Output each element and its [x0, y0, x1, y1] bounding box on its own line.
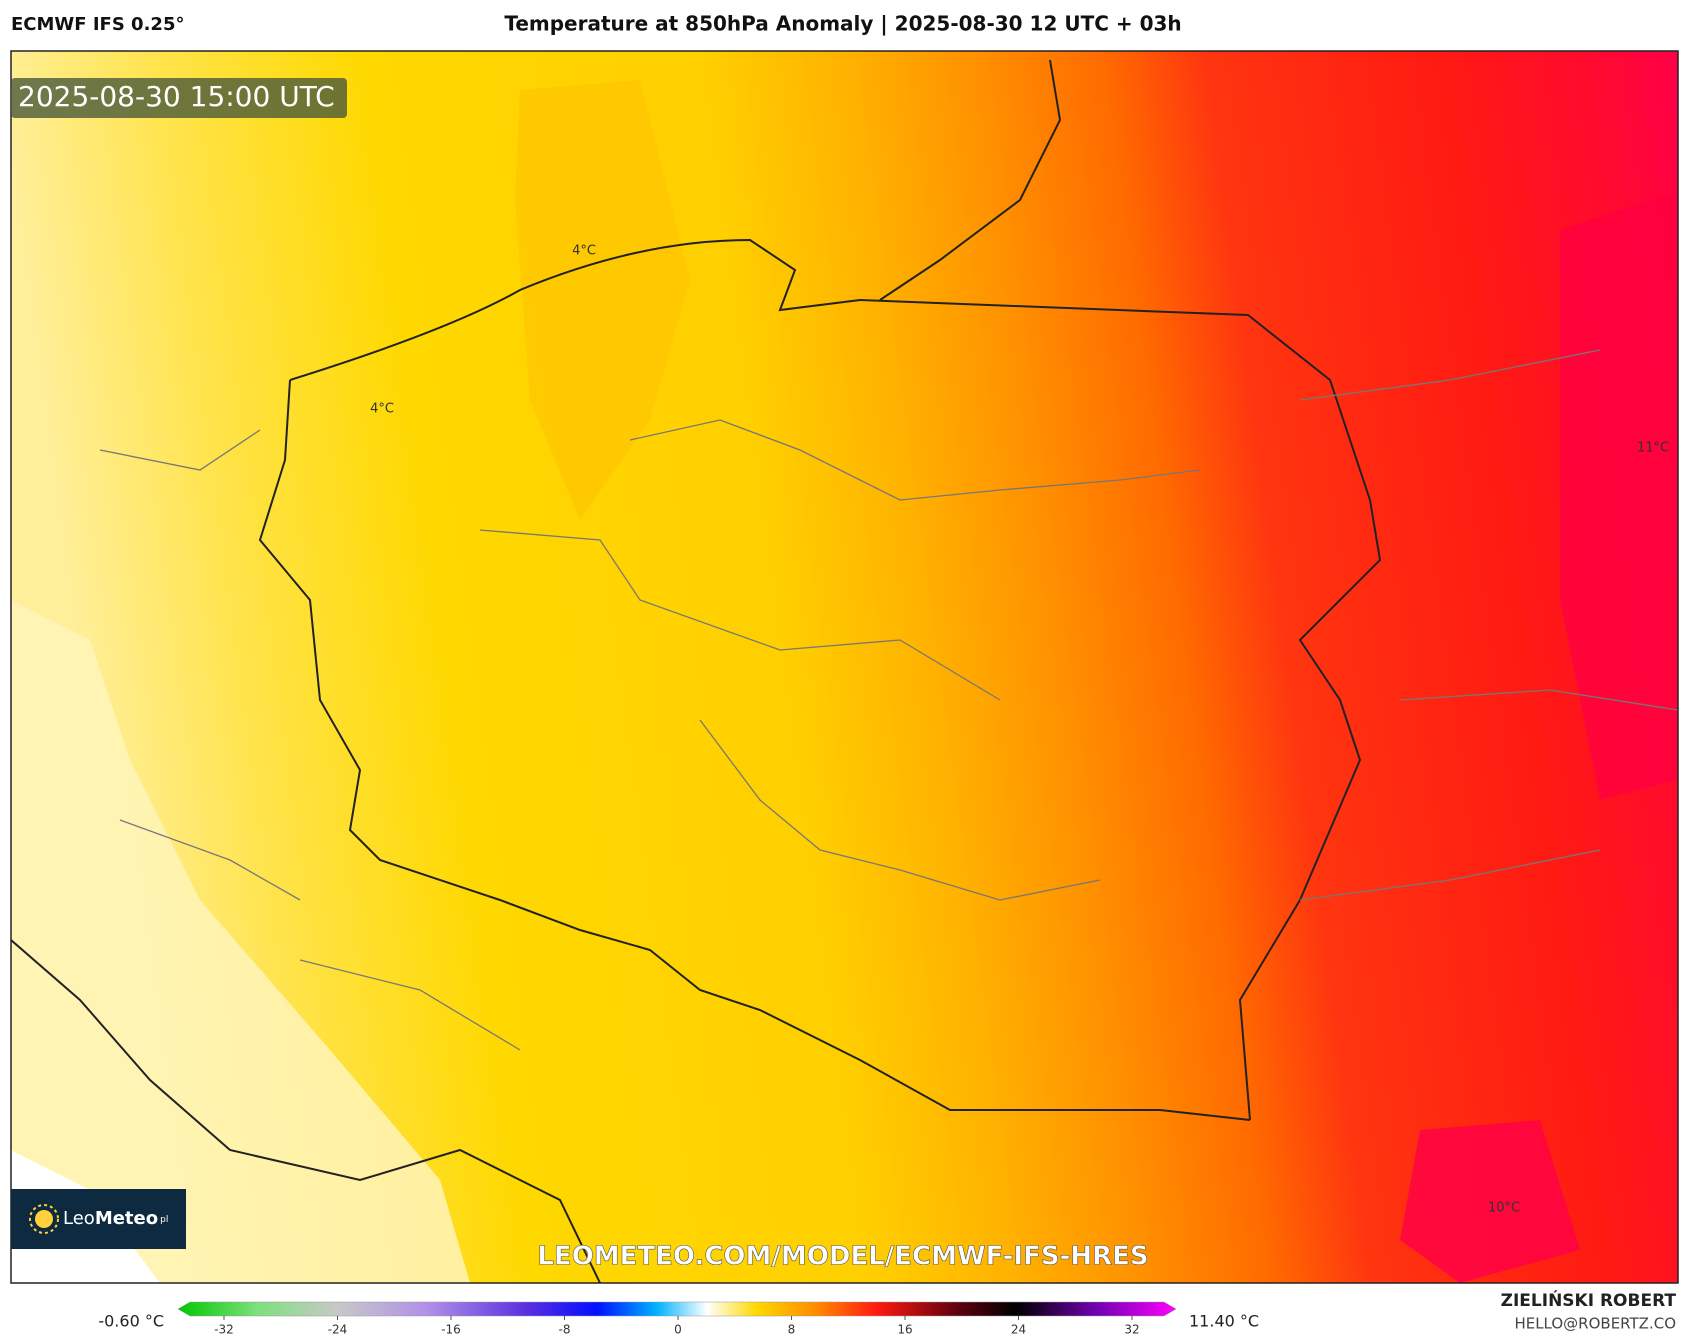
colorbar-min: -0.60 °C: [98, 1312, 164, 1331]
border: [879, 59, 1062, 301]
logo-light: Leo: [63, 1208, 95, 1229]
colorbar-tick-label: 24: [1011, 1323, 1026, 1337]
map-title: Temperature at 850hPa Anomaly | 2025-08-…: [504, 12, 1181, 36]
logo-bold: Meteo: [95, 1208, 158, 1229]
colorbar-tick-label: 8: [788, 1323, 796, 1337]
colorbar-tick-label: -24: [328, 1323, 348, 1337]
contour-area: [1560, 190, 1678, 800]
colorbar-tick-label: -8: [559, 1323, 571, 1337]
pale-area: [11, 600, 470, 1283]
border: [289, 238, 1382, 1121]
border: [258, 379, 1251, 1121]
colorbar-tick-label: -32: [214, 1323, 234, 1337]
timestamp-box: [11, 78, 347, 118]
watermark: LEOMETEO.COM/MODEL/ECMWF-IFS-HRES: [537, 1242, 1148, 1272]
colorbar-tick-label: 16: [897, 1323, 912, 1337]
colorbar-max: 11.40 °C: [1189, 1312, 1259, 1331]
colorbar-ticks: -32 -24 -16 -8 0 8 16 24 32: [214, 1316, 1140, 1337]
email: HELLO@ROBERTZ.CO: [1514, 1315, 1676, 1333]
colorbar-tick-label: 0: [674, 1323, 682, 1337]
contour-area: [515, 80, 690, 520]
region-border: [479, 349, 1678, 901]
map: [11, 51, 1678, 1283]
contour-label: 11°C: [1637, 441, 1669, 456]
timestamp: 2025-08-30 15:00 UTC: [18, 80, 335, 113]
colorbar: [177, 1301, 1177, 1317]
border: [11, 939, 601, 1283]
logo-suffix: pl: [160, 1215, 168, 1225]
logo-rays: [29, 1204, 59, 1234]
contour-label: 4°C: [572, 244, 596, 259]
contour-label: 4°C: [370, 402, 394, 417]
logo: LeoMeteo pl: [63, 1208, 168, 1229]
contour-area: [1400, 1120, 1580, 1283]
region-border: [99, 429, 521, 1051]
colorbar-tick-label: -16: [441, 1323, 461, 1337]
map-frame: [10, 50, 1679, 1284]
author: ZIELIŃSKI ROBERT: [1501, 1289, 1677, 1311]
colorbar-tick-label: 32: [1124, 1323, 1139, 1337]
logo-sun: [35, 1210, 53, 1228]
model-label: ECMWF IFS 0.25°: [11, 14, 184, 35]
contour-label: 10°C: [1488, 1201, 1520, 1216]
